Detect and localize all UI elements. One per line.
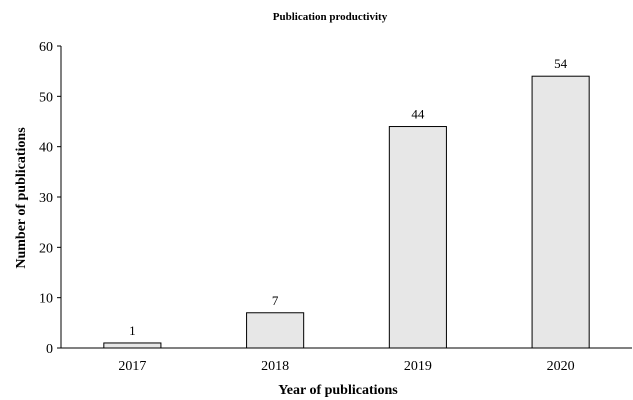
y-tick-label: 0	[46, 342, 53, 357]
data-label-2018: 7	[272, 293, 279, 308]
data-labels: 1 7 44 54	[129, 56, 568, 338]
bar-2017	[103, 342, 162, 349]
y-tick-label: 20	[39, 241, 53, 256]
bars	[103, 75, 590, 349]
y-tick-label: 10	[39, 292, 53, 307]
x-tick-label-2018: 2018	[261, 359, 289, 374]
y-tick-label: 50	[39, 90, 53, 105]
x-tick-label-2019: 2019	[404, 359, 432, 374]
y-tick-label: 60	[39, 40, 53, 55]
x-tick-label-2020: 2020	[547, 359, 575, 374]
y-tick-label: 40	[39, 141, 53, 156]
data-label-2019: 44	[411, 107, 425, 122]
x-tick-label-2017: 2017	[118, 359, 146, 374]
x-axis-label: Year of publications	[278, 383, 398, 398]
chart-title: Publication productivity	[273, 11, 388, 23]
y-axis-ticks: 0 10 20 30 40 50 60	[39, 40, 61, 357]
y-axis-label: Number of publications	[14, 127, 29, 269]
x-axis-ticks: 2017 2018 2019 2020	[118, 359, 574, 374]
y-tick-label: 30	[39, 191, 53, 206]
bar-2020	[531, 75, 590, 349]
bar-2018	[246, 312, 305, 349]
data-label-2020: 54	[554, 56, 568, 71]
bar-2019	[388, 126, 447, 349]
data-label-2017: 1	[129, 323, 136, 338]
